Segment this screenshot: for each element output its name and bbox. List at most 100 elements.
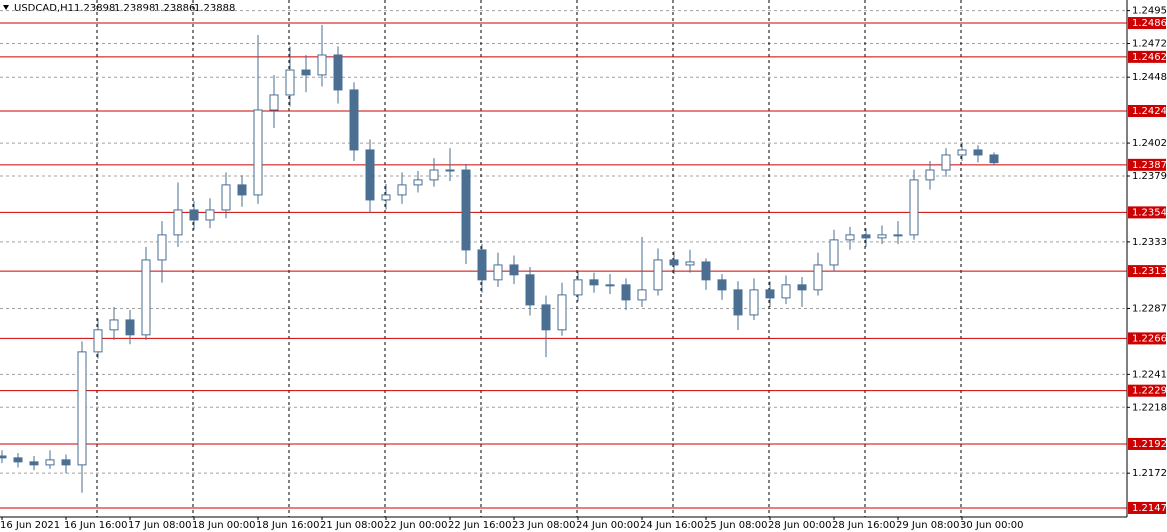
- candle-body: [29, 461, 39, 466]
- level-label: 1.23873: [1132, 160, 1167, 171]
- x-tick-label: 29 Jun 08:00: [896, 520, 960, 531]
- candle-body: [749, 289, 759, 316]
- level-label-bg: [1128, 384, 1166, 397]
- candle-body: [285, 69, 295, 96]
- candle-body: [157, 234, 167, 261]
- level-label: 1.21477: [1132, 503, 1167, 514]
- candle-body: [253, 109, 263, 196]
- candle-body: [477, 249, 487, 281]
- candle-body: [77, 351, 87, 466]
- candle-body: [669, 259, 679, 266]
- x-tick-label: 25 Jun 08:00: [704, 520, 768, 531]
- candle-body: [365, 149, 375, 201]
- menu-triangle: [3, 5, 9, 10]
- candle-body: [877, 234, 887, 239]
- candle-body: [205, 209, 215, 221]
- candle-body: [237, 184, 247, 196]
- ohlc-close: 1.23888: [194, 3, 235, 14]
- candle-body: [349, 89, 359, 151]
- x-tick-label: 22 Jun 00:00: [384, 520, 448, 531]
- candle-body: [0, 455, 7, 459]
- candle-body: [141, 259, 151, 336]
- y-tick-label: 1.23335: [1132, 237, 1167, 248]
- candle-body: [333, 54, 343, 91]
- candle-body: [125, 319, 135, 336]
- candle-body: [93, 329, 103, 353]
- candle-body: [301, 69, 311, 76]
- ohlc-open: 1.23898: [74, 3, 115, 14]
- candle-body: [13, 457, 23, 463]
- candle-body: [189, 209, 199, 221]
- x-tick-label: 24 Jun 00:00: [576, 520, 640, 531]
- level-label: 1.24249: [1132, 106, 1167, 117]
- candle-body: [381, 194, 391, 201]
- candle-body: [493, 264, 503, 281]
- candle-body: [861, 234, 871, 239]
- x-tick-label: 18 Jun 16:00: [256, 520, 320, 531]
- candle-body: [525, 274, 535, 306]
- y-tick-label: 1.24025: [1132, 138, 1167, 149]
- candle-body: [765, 289, 775, 299]
- candle-body: [941, 154, 951, 171]
- y-tick-label: 1.24485: [1132, 72, 1167, 83]
- candle-body: [397, 184, 407, 196]
- candle-body: [701, 261, 711, 281]
- level-label-bg: [1128, 206, 1166, 219]
- candle-body: [173, 209, 183, 236]
- x-tick-label: 23 Jun 08:00: [512, 520, 576, 531]
- candle-body: [605, 284, 615, 287]
- candle-body: [829, 239, 839, 266]
- level-label-bg: [1128, 437, 1166, 450]
- y-tick-label: 1.24950: [1132, 6, 1167, 17]
- candle-body: [781, 284, 791, 299]
- candle-body: [45, 459, 55, 466]
- candle-body: [685, 261, 695, 266]
- x-tick-label: 16 Jun 2021: [0, 520, 60, 531]
- x-tick-label: 16 Jun 16:00: [64, 520, 128, 531]
- candle-body: [413, 179, 423, 186]
- candle-body: [797, 284, 807, 291]
- candle-body: [621, 284, 631, 301]
- y-tick-label: 1.24720: [1132, 39, 1167, 50]
- symbol: USDCAD,H1: [14, 3, 74, 14]
- x-tick-label: 18 Jun 00:00: [192, 520, 256, 531]
- level-label-bg: [1128, 332, 1166, 345]
- candle-body: [573, 279, 583, 296]
- candle-body: [909, 179, 919, 236]
- level-label: 1.24627: [1132, 52, 1167, 63]
- y-tick-label: 1.21720: [1132, 468, 1167, 479]
- y-tick-label: 1.22180: [1132, 402, 1167, 413]
- candle-body: [893, 234, 903, 237]
- x-tick-label: 21 Jun 08:00: [320, 520, 384, 531]
- candle-body: [509, 264, 519, 276]
- x-tick-label: 24 Jun 16:00: [640, 520, 704, 531]
- candle-body: [653, 259, 663, 291]
- level-label-bg: [1128, 501, 1166, 514]
- ohlc-high: 1.23898: [114, 3, 155, 14]
- ohlc-low: 1.23886: [154, 3, 195, 14]
- y-tick-label: 1.22870: [1132, 303, 1167, 314]
- candle-body: [957, 149, 967, 156]
- candle-body: [269, 94, 279, 111]
- candle-body: [317, 54, 327, 76]
- x-tick-label: 30 Jun 00:00: [960, 520, 1024, 531]
- candle-body: [61, 459, 71, 466]
- candle-body: [989, 154, 999, 164]
- candle-body: [109, 319, 119, 331]
- x-tick-label: 28 Jun 16:00: [832, 520, 896, 531]
- candle-body: [925, 169, 935, 181]
- x-tick-label: 28 Jun 00:00: [768, 520, 832, 531]
- candle-body: [845, 234, 855, 241]
- level-label-bg: [1128, 265, 1166, 278]
- y-tick-label: 1.23795: [1132, 171, 1167, 182]
- candle-body: [461, 169, 471, 251]
- level-label-bg: [1128, 104, 1166, 117]
- candle-body: [589, 279, 599, 286]
- x-tick-label: 22 Jun 16:00: [448, 520, 512, 531]
- level-label: 1.24863: [1132, 18, 1167, 29]
